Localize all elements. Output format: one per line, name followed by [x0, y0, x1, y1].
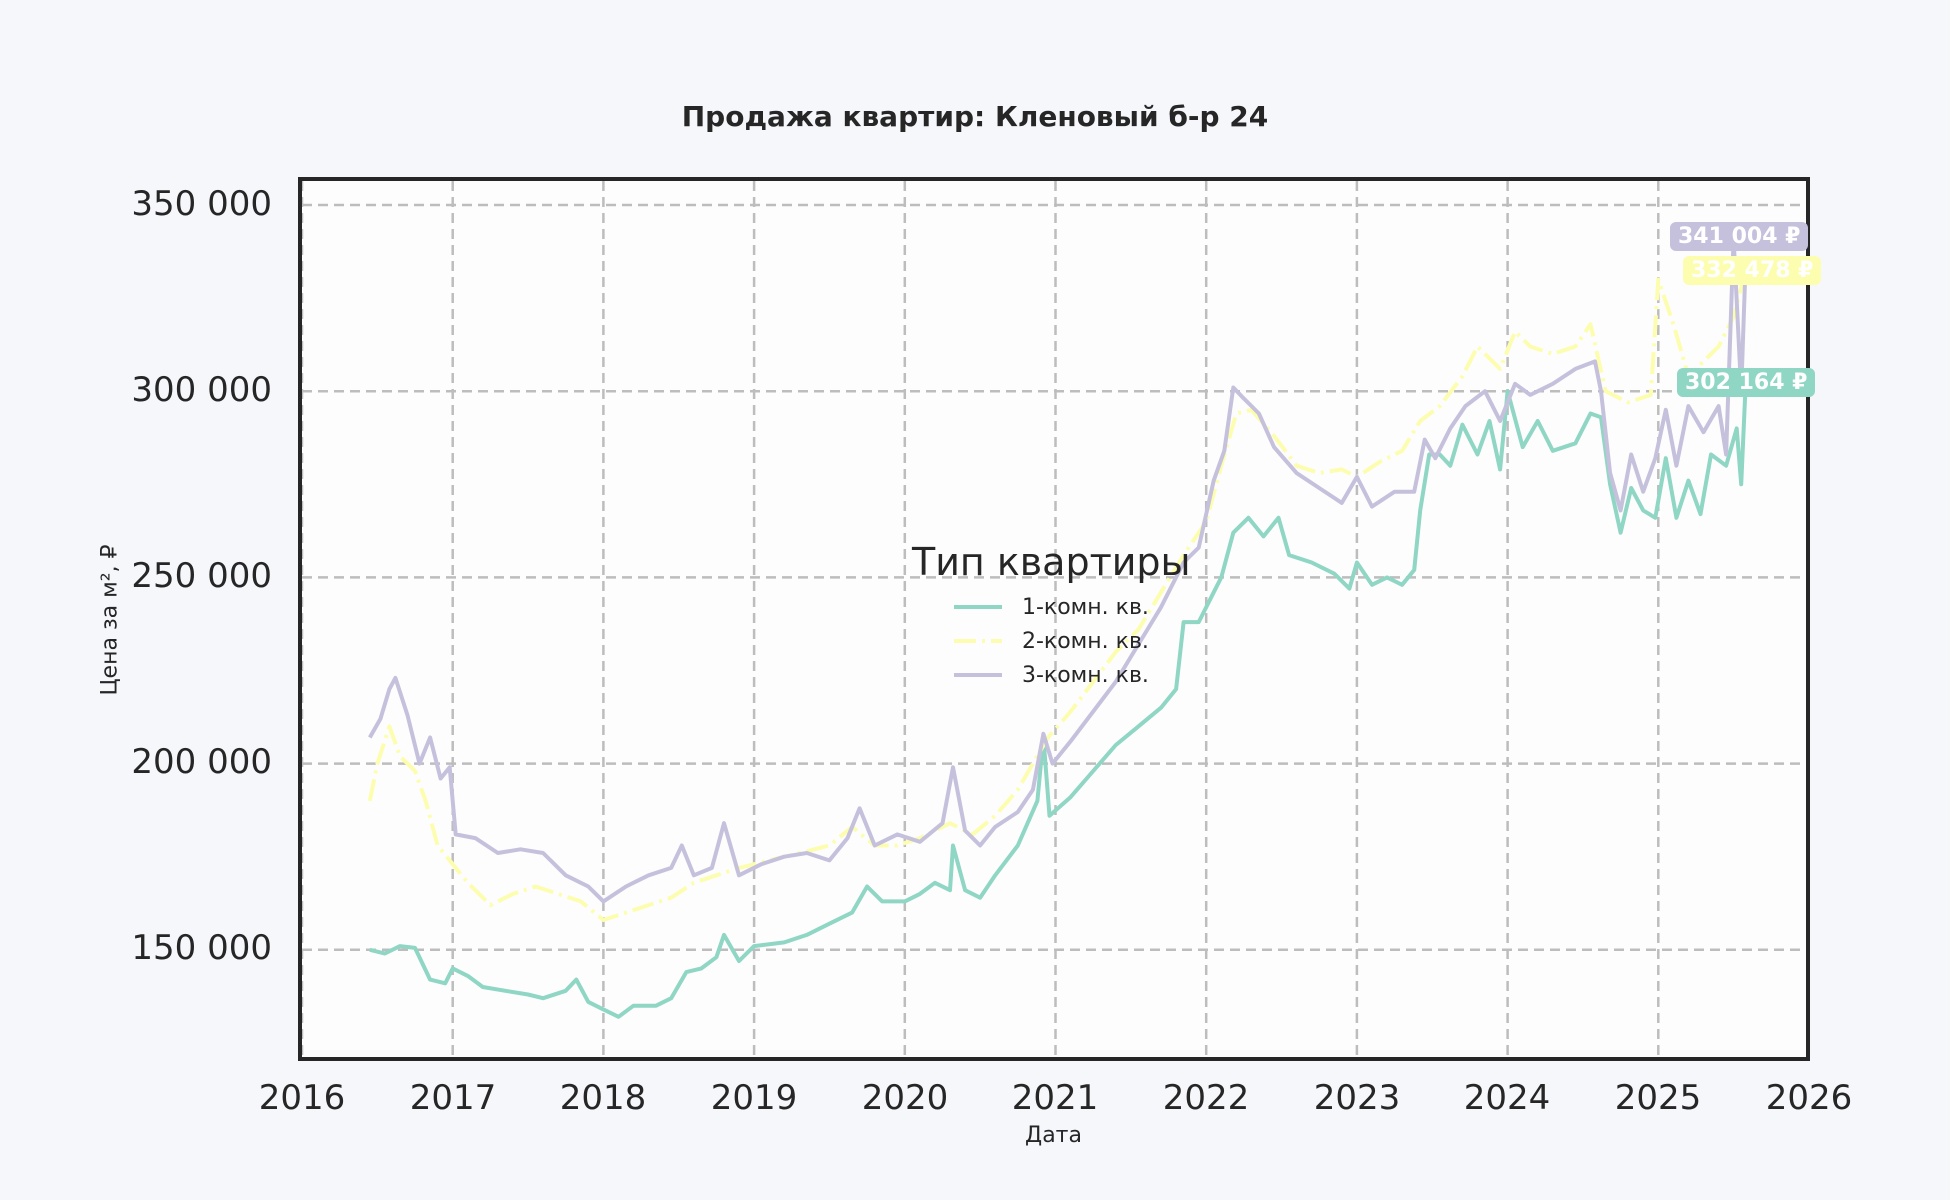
legend: Тип квартиры 1-комн. кв. 2-комн. кв. 3-к… [912, 540, 1191, 692]
x-tick-2020: 2020 [861, 1078, 949, 1118]
x-tick-2018: 2018 [559, 1078, 647, 1118]
x-tick-2024: 2024 [1463, 1078, 1551, 1118]
x-tick-2025: 2025 [1614, 1078, 1702, 1118]
end-label-3room: 341 004 ₽ [1670, 222, 1809, 251]
end-label-1room: 302 164 ₽ [1677, 368, 1816, 397]
y-tick-350000: 350 000 [131, 184, 272, 224]
legend-item-3room: 3-комн. кв. [952, 658, 1191, 692]
y-tick-200000: 200 000 [131, 742, 272, 782]
y-tick-300000: 300 000 [131, 370, 272, 410]
x-tick-2016: 2016 [258, 1078, 346, 1118]
x-tick-2019: 2019 [710, 1078, 798, 1118]
legend-item-1room: 1-комн. кв. [952, 590, 1191, 624]
legend-swatch-dashdot-icon [954, 639, 1002, 643]
legend-swatch-solid-icon [954, 673, 1002, 677]
legend-label: 3-комн. кв. [1022, 662, 1149, 688]
legend-item-2room: 2-комн. кв. [952, 624, 1191, 658]
y-tick-150000: 150 000 [131, 928, 272, 968]
legend-label: 1-комн. кв. [1022, 594, 1149, 620]
legend-swatch-solid-icon [954, 605, 1002, 609]
y-tick-250000: 250 000 [131, 556, 272, 596]
x-axis-label: Дата [1025, 1123, 1082, 1148]
data-series [367, 236, 1748, 1019]
plot-background [300, 179, 1808, 1059]
x-tick-2021: 2021 [1011, 1078, 1099, 1118]
end-label-2room: 332 478 ₽ [1683, 256, 1822, 285]
legend-title: Тип квартиры [912, 540, 1191, 584]
plot-frame [298, 177, 1810, 1061]
legend-label: 2-комн. кв. [1022, 628, 1149, 654]
x-tick-2022: 2022 [1162, 1078, 1250, 1118]
chart-title: Продажа квартир: Кленовый б-р 24 [681, 100, 1269, 133]
x-tick-2023: 2023 [1313, 1078, 1401, 1118]
x-tick-2026: 2026 [1765, 1078, 1853, 1118]
x-tick-2017: 2017 [409, 1078, 497, 1118]
y-axis-label: Цена за м², ₽ [97, 544, 123, 696]
